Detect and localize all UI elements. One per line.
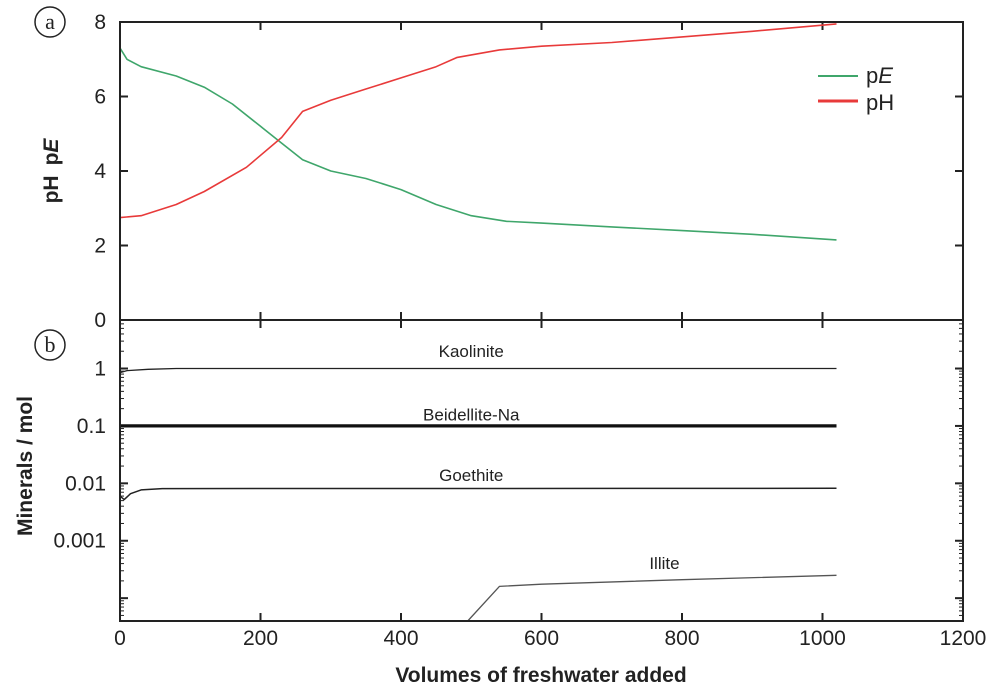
legend-label-pe: pE: [866, 63, 893, 88]
ylabel-p: p: [40, 153, 63, 166]
panel-b-frame: [119, 319, 964, 622]
label-illite: Illite: [649, 554, 679, 573]
y-tick-label-b: 1: [94, 358, 106, 381]
x-tick-label: 1200: [940, 627, 987, 650]
y-tick-label-a: 8: [94, 11, 106, 34]
panel-b-letter: b: [45, 332, 56, 357]
x-tick-label: 600: [524, 627, 559, 650]
legend: pE pH: [818, 63, 894, 115]
panel-a-frame: [119, 21, 964, 321]
label-kaolinite: Kaolinite: [439, 342, 504, 361]
x-tick-label: 800: [664, 627, 699, 650]
label-goethite: Goethite: [439, 466, 503, 485]
series-illite-line: [467, 574, 837, 622]
panel-b-series: Kaolinite Beidellite-Na Goethite Illite: [119, 342, 837, 622]
axis-labels: 0 200 400 600 800 1000 1200 0 2 4 6 8 0.001 0.01 0.1 1: [53, 11, 986, 650]
ylabel-e: E: [40, 138, 63, 153]
y-tick-label-b: 0.001: [53, 530, 106, 553]
ylabel-ph: pH: [40, 175, 63, 203]
panel-a-letter: a: [45, 9, 55, 34]
x-tick-label: 200: [243, 627, 278, 650]
panel-b-tick-marks: [119, 319, 964, 622]
y-tick-label-a: 4: [94, 160, 106, 183]
panel-b-label: b: [34, 329, 66, 361]
y-tick-label-b: 0.1: [77, 415, 106, 438]
x-tick-label: 400: [383, 627, 418, 650]
y-tick-label-a: 0: [94, 309, 106, 332]
panel-a-tick-marks: [119, 21, 964, 321]
series-pe-line: [119, 47, 837, 241]
legend-label-ph: pH: [866, 90, 894, 115]
panel-a-ylabel: pH pE: [40, 138, 63, 204]
x-axis-title: Volumes of freshwater added: [395, 664, 686, 687]
series-kaolinite-line: [119, 367, 837, 374]
label-beidellite-na: Beidellite-Na: [423, 405, 520, 424]
series-goethite-line: [119, 487, 837, 501]
y-tick-label-a: 6: [94, 86, 106, 109]
panel-a-series: [119, 23, 837, 241]
panel-b-ylabel: Minerals / mol: [14, 396, 37, 536]
x-tick-label: 0: [114, 627, 126, 650]
y-tick-label-b: 0.01: [65, 472, 106, 495]
series-ph-line: [119, 23, 837, 219]
panel-a-label: a: [34, 6, 66, 38]
x-tick-label: 1000: [799, 627, 846, 650]
y-tick-label-a: 2: [94, 235, 106, 258]
